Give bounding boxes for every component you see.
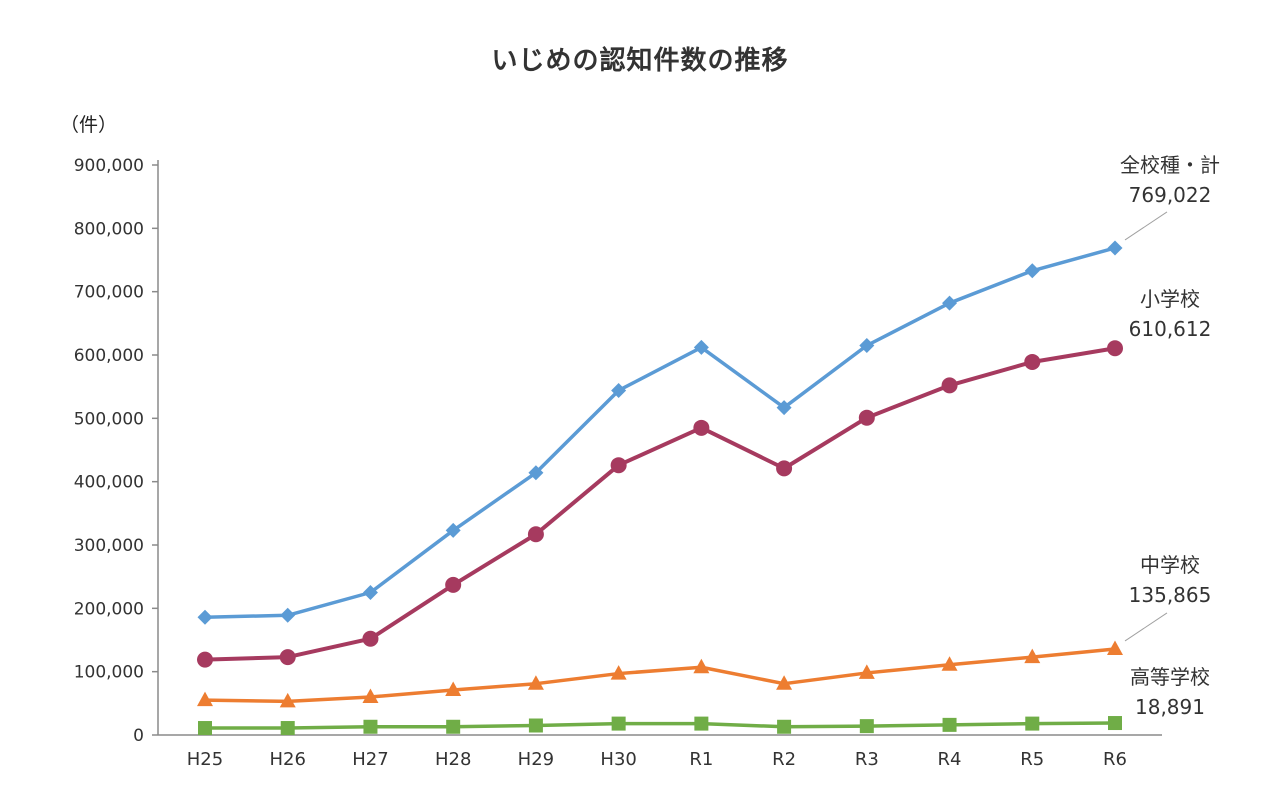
data-point xyxy=(528,465,544,481)
series-label: 中学校 xyxy=(1140,553,1200,577)
y-tick-label: 600,000 xyxy=(74,346,144,366)
data-point xyxy=(1024,353,1041,370)
data-point xyxy=(363,719,378,734)
data-point xyxy=(776,460,793,477)
annotation-leader-line xyxy=(1124,211,1168,241)
annotation-junior-high-school: 中学校 135,865 xyxy=(1085,550,1255,610)
y-tick-label: 200,000 xyxy=(74,599,144,619)
x-tick-label: H29 xyxy=(518,749,554,770)
data-point xyxy=(942,295,958,311)
data-point xyxy=(941,377,958,394)
data-point xyxy=(1024,263,1040,279)
data-point xyxy=(197,609,213,625)
x-tick-label: R4 xyxy=(938,749,962,770)
y-tick-label: 900,000 xyxy=(74,156,144,176)
series-end-value: 610,612 xyxy=(1128,317,1212,341)
data-point xyxy=(941,656,958,671)
data-point xyxy=(527,526,544,543)
y-axis-unit-label: （件） xyxy=(60,114,118,136)
x-tick-label: H27 xyxy=(352,749,388,770)
data-point xyxy=(693,658,710,674)
series-end-value: 769,022 xyxy=(1128,183,1212,207)
data-point xyxy=(776,400,792,416)
y-tick-label: 300,000 xyxy=(74,536,144,556)
annotation-total: 全校種・計 769,022 xyxy=(1085,150,1255,210)
data-point xyxy=(777,719,792,734)
series-end-value: 135,865 xyxy=(1128,583,1212,607)
y-tick-label: 800,000 xyxy=(74,219,144,239)
x-tick-label: R6 xyxy=(1103,749,1127,770)
y-tick-label: 500,000 xyxy=(74,409,144,429)
data-point xyxy=(362,585,378,600)
series-line xyxy=(203,346,1117,662)
data-point xyxy=(1107,640,1123,655)
series-label: 高等学校 xyxy=(1130,665,1210,689)
data-point xyxy=(611,716,626,731)
data-point xyxy=(858,409,875,426)
data-point xyxy=(445,522,461,538)
y-tick-label: 700,000 xyxy=(74,283,144,303)
data-point xyxy=(610,457,627,474)
data-point xyxy=(446,719,461,734)
data-point xyxy=(1025,716,1040,731)
data-point xyxy=(279,692,296,708)
annotation-high-school: 高等学校 18,891 xyxy=(1085,662,1255,722)
data-point xyxy=(776,675,793,690)
x-tick-label: H30 xyxy=(600,749,636,770)
data-point xyxy=(197,691,213,707)
data-point xyxy=(279,649,296,666)
x-tick-label: R5 xyxy=(1020,749,1044,770)
x-tick-label: R3 xyxy=(855,749,879,770)
data-point xyxy=(198,721,212,736)
x-tick-label: R2 xyxy=(772,749,796,770)
data-point xyxy=(197,651,213,668)
data-point xyxy=(362,630,379,647)
data-point xyxy=(1107,240,1123,256)
data-point xyxy=(445,681,462,697)
data-point xyxy=(942,717,957,732)
data-point xyxy=(528,718,543,733)
annotation-leader-line xyxy=(1124,612,1168,642)
data-point xyxy=(610,665,627,680)
series-line xyxy=(203,721,1117,730)
data-point xyxy=(362,688,379,703)
data-point xyxy=(693,339,709,355)
x-tick-label: H25 xyxy=(187,749,223,770)
data-point xyxy=(527,675,544,690)
x-tick-label: H28 xyxy=(435,749,471,770)
data-point xyxy=(693,419,710,436)
chart-title: いじめの認知件数の推移 xyxy=(491,46,789,76)
series-end-value: 18,891 xyxy=(1135,695,1205,719)
x-tick-label: H26 xyxy=(270,749,306,770)
y-tick-label: 100,000 xyxy=(74,663,144,683)
series-label: 小学校 xyxy=(1140,287,1200,311)
series-line xyxy=(203,246,1117,619)
data-point xyxy=(280,721,295,736)
series-line xyxy=(203,647,1117,704)
y-tick-label: 400,000 xyxy=(74,473,144,493)
data-point xyxy=(858,664,875,679)
data-point xyxy=(859,338,875,353)
data-point xyxy=(280,607,296,623)
data-point xyxy=(859,719,874,734)
series-label: 全校種・計 xyxy=(1120,153,1220,177)
data-point xyxy=(1107,340,1123,357)
data-point xyxy=(611,382,627,398)
data-point xyxy=(445,576,462,593)
x-tick-label: R1 xyxy=(689,749,713,770)
annotation-elementary-school: 小学校 610,612 xyxy=(1085,284,1255,344)
data-point xyxy=(694,716,709,731)
data-point xyxy=(1108,716,1122,731)
data-point xyxy=(1024,648,1041,664)
y-tick-label: 0 xyxy=(133,726,144,746)
